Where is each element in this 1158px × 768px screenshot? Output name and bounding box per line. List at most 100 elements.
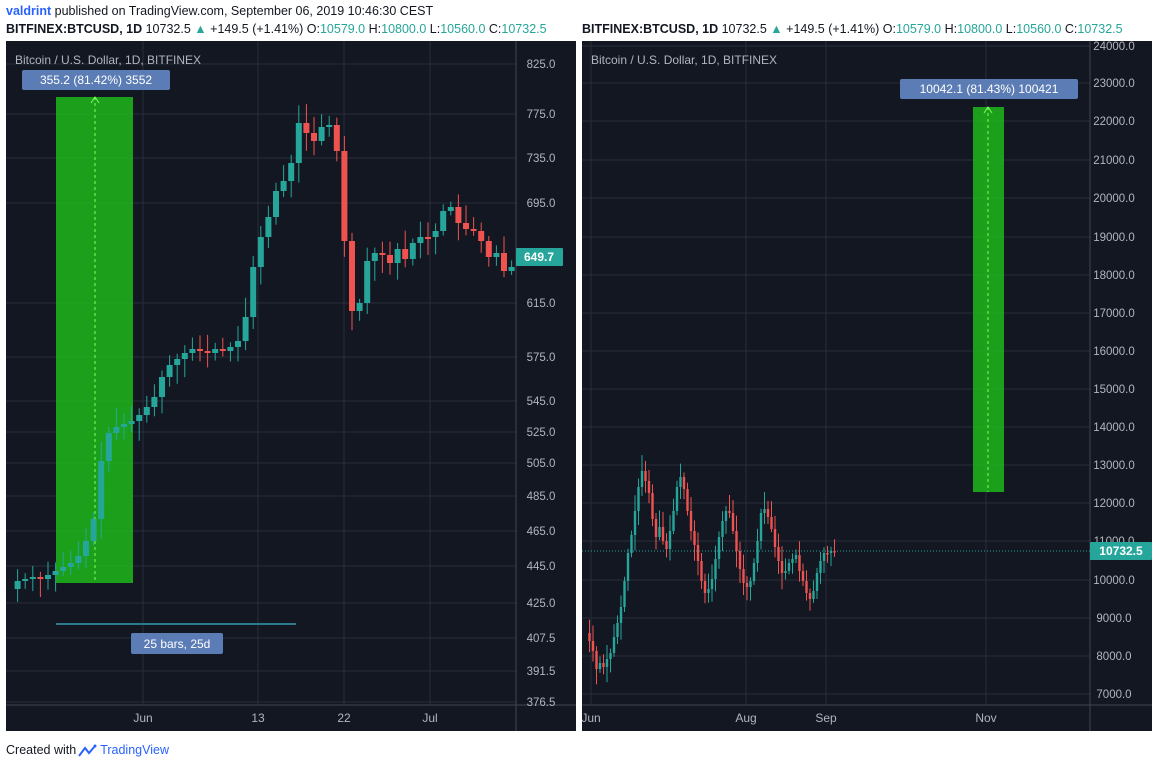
author-name[interactable]: valdrint	[6, 4, 52, 18]
created-with-label: Created with	[6, 743, 77, 757]
candle-body	[686, 489, 689, 511]
y-tick-label: 575.0	[527, 352, 556, 364]
right-chart[interactable]: 10042.1 (81.43%) 100421 Bitcoin / U.S. Do…	[582, 41, 1152, 731]
open-value: 10579.0	[319, 22, 366, 36]
candle-body	[791, 559, 794, 563]
last-price-tag	[516, 248, 563, 266]
candle-body	[588, 633, 591, 641]
candle-body	[250, 267, 257, 317]
candle-body	[805, 581, 808, 593]
candle-body	[273, 191, 279, 217]
candle-body	[37, 577, 44, 579]
candle-body	[801, 571, 805, 581]
candle-body	[402, 249, 409, 259]
close-value: 10732.5	[1077, 22, 1123, 36]
measure-label-bg	[900, 79, 1078, 99]
chart-svg: 10042.1 (81.43%) 100421 Bitcoin / U.S. Do…	[582, 41, 1152, 731]
open-label: O:	[882, 22, 896, 36]
publish-info: published on TradingView.com, September …	[54, 4, 434, 18]
candle-body	[654, 519, 658, 537]
candle-body	[326, 125, 333, 127]
high-label: H:	[368, 22, 382, 36]
y-tick-label: 8000.0	[1096, 651, 1131, 663]
measure-label-bg	[22, 70, 170, 90]
candle-body	[235, 341, 241, 347]
candle-body	[90, 519, 97, 541]
candle-body	[508, 267, 515, 271]
candle-body	[689, 511, 693, 531]
candle-body	[22, 579, 29, 581]
y-tick-label: 695.0	[527, 198, 556, 210]
candle-body	[14, 581, 21, 589]
candle-body	[174, 359, 181, 365]
candle-body	[661, 527, 665, 541]
candle-body	[280, 181, 287, 191]
candle-body	[738, 551, 742, 569]
candle-body	[595, 651, 598, 669]
candle-body	[829, 551, 833, 553]
candle-body	[605, 659, 609, 667]
last-price-label: 649.7	[524, 250, 554, 264]
y-tick-label: 21000.0	[1093, 155, 1135, 167]
y-tick-label: 24000.0	[1093, 41, 1135, 53]
candle-body	[166, 365, 173, 377]
candle-body	[227, 347, 234, 351]
right-symbol-line: BITFINEX:BTCUSD, 1D 10732.5 ▲ +149.5 (+1…	[582, 22, 1123, 36]
candle-body	[833, 551, 836, 553]
candle-body	[672, 511, 675, 531]
candle-body	[728, 511, 731, 513]
candle-body	[787, 563, 791, 571]
close-value: 10732.5	[501, 22, 547, 36]
range-label-bg	[131, 633, 223, 654]
y-tick-label: 485.0	[527, 491, 556, 503]
last-price: 10732.5	[145, 22, 191, 36]
y-tick-label: 525.0	[527, 427, 556, 439]
publish-header: valdrint published on TradingView.com, S…	[6, 4, 433, 18]
y-tick-label: 17000.0	[1093, 308, 1135, 320]
y-tick-label: 445.0	[527, 561, 556, 573]
candle-body	[623, 581, 626, 607]
chart-title: Bitcoin / U.S. Dollar, 1D, BITFINEX	[591, 53, 777, 67]
candle-body	[470, 229, 477, 231]
measure-arrow-head	[983, 106, 993, 114]
candle-body	[204, 351, 211, 353]
candle-body	[812, 591, 815, 599]
tradingview-brand: TradingView	[100, 743, 169, 757]
candle-body	[633, 511, 637, 535]
candle-body	[819, 561, 822, 573]
candle-body	[189, 349, 196, 353]
y-tick-label: 22000.0	[1093, 116, 1135, 128]
last-price-tag	[1090, 542, 1152, 560]
x-tick-label: Jul	[422, 711, 437, 725]
candle-body	[478, 231, 485, 241]
change: +149.5 (+1.41%)	[786, 22, 880, 36]
candle-body	[759, 513, 763, 541]
candle-body	[371, 253, 378, 261]
low-value: 10560.0	[440, 22, 486, 36]
candle-body	[609, 653, 612, 659]
y-tick-label: 19000.0	[1093, 232, 1135, 244]
candle-body	[136, 415, 143, 421]
candle-body	[637, 487, 640, 511]
candle-body	[105, 433, 112, 461]
candle-body	[181, 353, 188, 359]
y-tick-label: 20000.0	[1093, 193, 1135, 205]
close-label: C:	[1064, 22, 1078, 36]
candle-body	[501, 253, 507, 271]
y-tick-label: 14000.0	[1093, 422, 1135, 434]
tradingview-link[interactable]: TradingView	[78, 743, 169, 757]
candle-body	[425, 237, 431, 239]
candle-body	[121, 424, 127, 427]
candle-body	[742, 569, 745, 583]
close-label: C:	[488, 22, 502, 36]
high-value: 10800.0	[957, 22, 1003, 36]
candle-body	[143, 407, 150, 415]
left-chart[interactable]: 355.2 (81.42%) 3552 25 bars, 25d Bitcoin /…	[6, 41, 576, 731]
measure-label: 10042.1 (81.43%) 100421	[920, 82, 1059, 96]
high-label: H:	[944, 22, 958, 36]
candle-body	[703, 581, 707, 593]
range-label: 25 bars, 25d	[144, 637, 211, 651]
y-tick-label: 425.0	[527, 598, 556, 610]
candle-body	[647, 481, 651, 493]
candle-body	[815, 573, 819, 591]
